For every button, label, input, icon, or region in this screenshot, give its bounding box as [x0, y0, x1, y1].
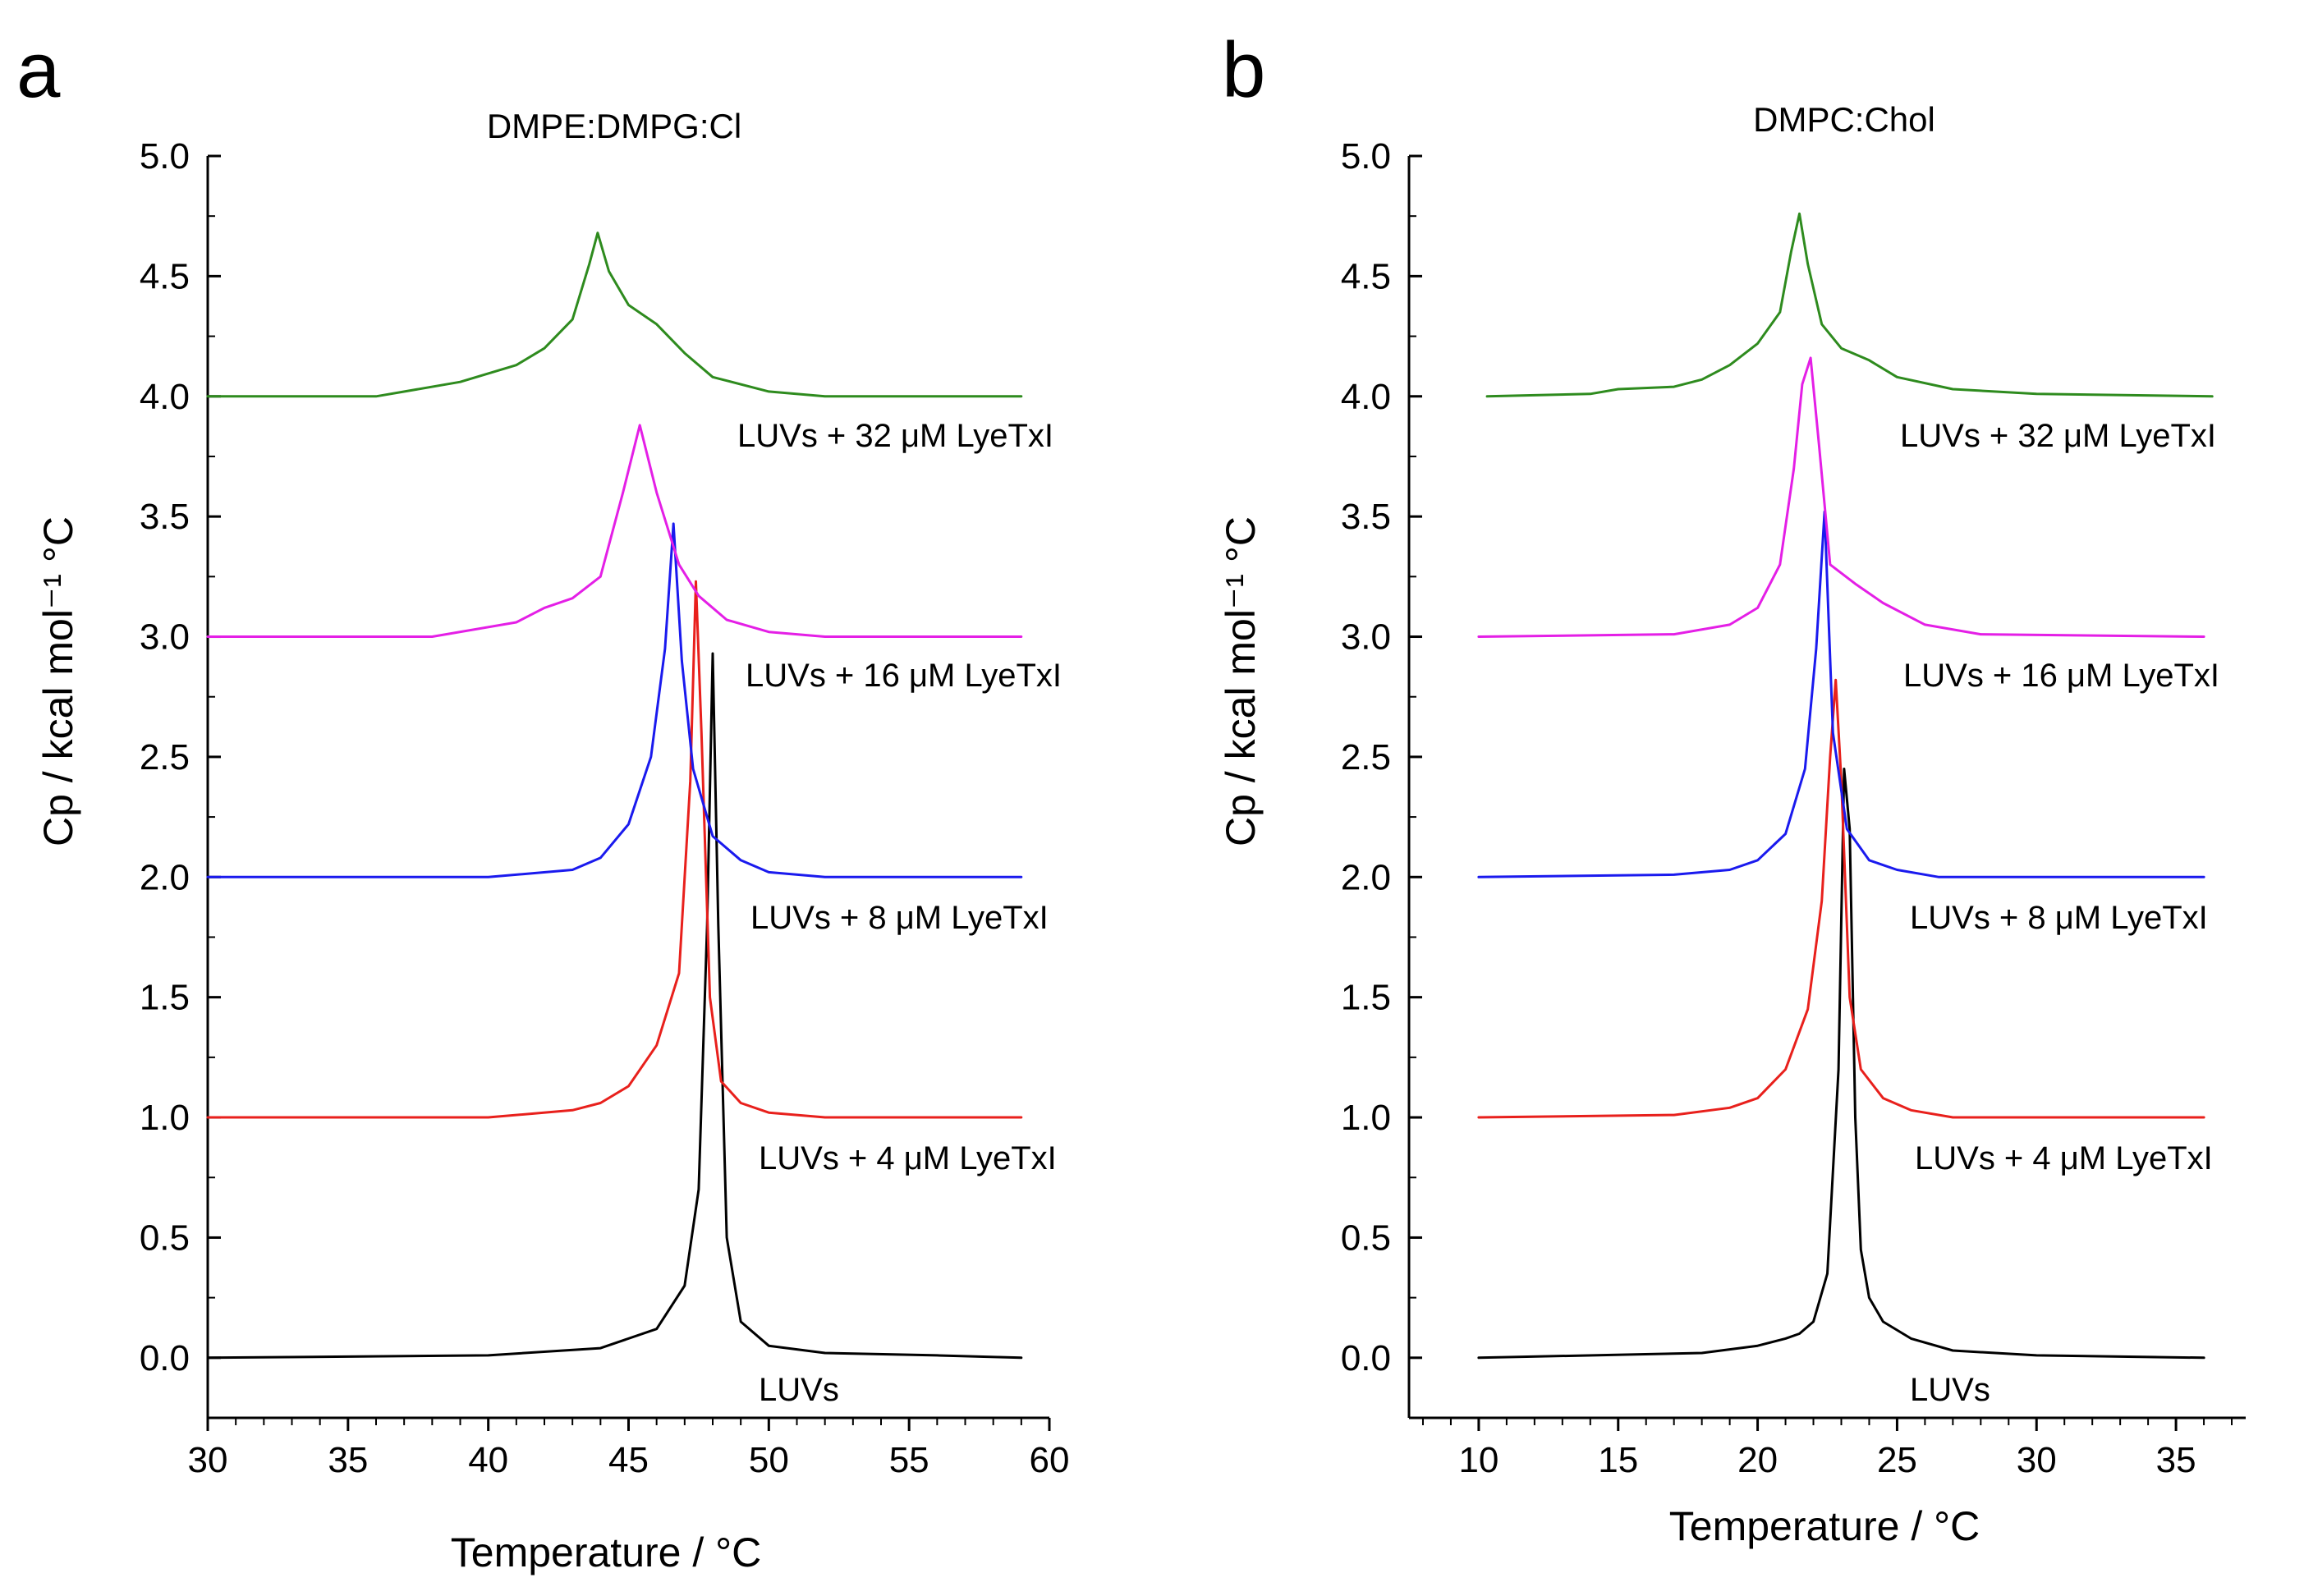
x-tick-label-a: 50: [749, 1440, 789, 1480]
panel-label-a: a: [16, 26, 61, 114]
y-axis-label-a: Cp / kcal mol⁻¹ °C: [35, 516, 81, 846]
chart-title-b: DMPC:Chol: [1753, 100, 1935, 139]
annotation-b-luvs: LUVs: [1910, 1372, 1990, 1408]
annotation-a-16um: LUVs + 16 μM LyeTxI: [746, 658, 1062, 694]
chart-title-a: DMPE:DMPG:Cl: [487, 107, 741, 145]
y-tick-label-a: 2.0: [140, 857, 190, 897]
x-tick-label-b: 20: [1737, 1440, 1778, 1480]
x-tick-label-b: 35: [2156, 1440, 2196, 1480]
annotation-b-32um: LUVs + 32 μM LyeTxI: [1900, 418, 2216, 454]
x-tick-label-b: 25: [1877, 1440, 1917, 1480]
series-line-b-2: [1477, 510, 2205, 878]
y-tick-label-a: 0.5: [140, 1218, 190, 1258]
annotation-a-32um: LUVs + 32 μM LyeTxI: [737, 418, 1053, 454]
panel-a: a DMPE:DMPG:Cl Cp / kcal mol⁻¹ °C Temper…: [16, 26, 1069, 1575]
series-line-a-1: [206, 580, 1023, 1119]
y-tick-label-b: 2.0: [1341, 857, 1391, 897]
x-tick-label-b: 15: [1598, 1440, 1638, 1480]
y-tick-label-b: 5.0: [1341, 136, 1391, 177]
y-tick-label-a: 3.0: [140, 617, 190, 658]
panel-label-b: b: [1222, 26, 1265, 114]
y-tick-label-b: 1.5: [1341, 978, 1391, 1018]
y-tick-label-a: 0.0: [140, 1338, 190, 1378]
series-line-a-2: [206, 522, 1023, 878]
y-tick-label-b: 4.0: [1341, 377, 1391, 417]
annotation-b-16um: LUVs + 16 μM LyeTxI: [1903, 658, 2219, 694]
axes-b: 0.0 0.5 1.0 1.5 2.0 2.5 3.0 3.5 4.0 4.5 5.0 10 15 20 2…: [1341, 136, 2246, 1480]
y-tick-label-b: 3.0: [1341, 617, 1391, 658]
x-axis-label-b: Temperature / °C: [1669, 1503, 1980, 1549]
y-tick-label-a: 1.0: [140, 1098, 190, 1138]
x-tick-label-a: 40: [468, 1440, 508, 1480]
x-tick-label-b: 10: [1458, 1440, 1499, 1480]
series-lines-a: [206, 232, 1023, 1360]
x-tick-label-a: 60: [1030, 1440, 1070, 1480]
y-tick-label-b: 0.5: [1341, 1218, 1391, 1258]
y-tick-label-a: 2.5: [140, 737, 190, 777]
y-tick-label-a: 4.0: [140, 377, 190, 417]
y-tick-label-b: 0.0: [1341, 1338, 1391, 1378]
series-line-a-0: [206, 652, 1023, 1360]
series-line-b-4: [1485, 212, 2214, 398]
x-tick-label-a: 45: [608, 1440, 649, 1480]
x-tick-label-a: 35: [328, 1440, 368, 1480]
series-line-b-3: [1477, 356, 2205, 638]
x-tick-label-a: 30: [188, 1440, 228, 1480]
axes-a: 0.0 0.5 1.0 1.5 2.0 2.5 3.0 3.5 4.0 4.5 5.0 30 35 40 4…: [140, 136, 1070, 1480]
annotation-b-8um: LUVs + 8 μM LyeTxI: [1910, 900, 2208, 936]
annotation-b-4um: LUVs + 4 μM LyeTxI: [1915, 1140, 2213, 1176]
y-tick-label-a: 4.5: [140, 256, 190, 296]
y-tick-label-a: 1.5: [140, 978, 190, 1018]
y-tick-label-b: 3.5: [1341, 497, 1391, 537]
x-tick-label-a: 55: [889, 1440, 929, 1480]
y-tick-label-b: 2.5: [1341, 737, 1391, 777]
series-line-b-0: [1477, 768, 2205, 1360]
y-tick-label-a: 5.0: [140, 136, 190, 177]
x-tick-label-b: 30: [2017, 1440, 2057, 1480]
series-line-a-3: [206, 424, 1023, 638]
y-tick-label-b: 1.0: [1341, 1098, 1391, 1138]
y-tick-label-b: 4.5: [1341, 256, 1391, 296]
annotation-a-luvs: LUVs: [759, 1372, 839, 1408]
y-tick-label-a: 3.5: [140, 497, 190, 537]
series-lines-b: [1477, 212, 2214, 1360]
x-axis-label-a: Temperature / °C: [451, 1530, 761, 1575]
panel-b: b DMPC:Chol Cp / kcal mol⁻¹ °C Temperatu…: [1218, 26, 2246, 1549]
annotation-a-8um: LUVs + 8 μM LyeTxI: [750, 900, 1049, 936]
annotation-a-4um: LUVs + 4 μM LyeTxI: [759, 1140, 1057, 1176]
series-line-a-4: [206, 232, 1023, 398]
y-axis-label-b: Cp / kcal mol⁻¹ °C: [1218, 516, 1264, 846]
